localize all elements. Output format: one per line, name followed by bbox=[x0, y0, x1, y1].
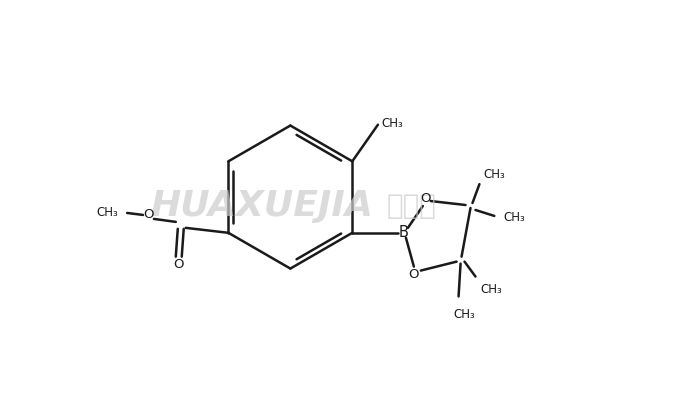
Text: B: B bbox=[399, 225, 409, 240]
Text: O: O bbox=[144, 208, 154, 221]
Text: CH₃: CH₃ bbox=[480, 283, 502, 296]
Text: CH₃: CH₃ bbox=[381, 117, 403, 130]
Text: HUAXUEJIA: HUAXUEJIA bbox=[150, 189, 373, 223]
Text: O: O bbox=[409, 268, 419, 281]
Text: CH₃: CH₃ bbox=[453, 308, 475, 321]
Text: CH₃: CH₃ bbox=[96, 206, 118, 220]
Text: O: O bbox=[420, 192, 431, 204]
Text: O: O bbox=[174, 258, 184, 271]
Text: CH₃: CH₃ bbox=[504, 211, 525, 225]
Text: CH₃: CH₃ bbox=[484, 168, 505, 181]
Text: 化学加: 化学加 bbox=[387, 192, 437, 220]
